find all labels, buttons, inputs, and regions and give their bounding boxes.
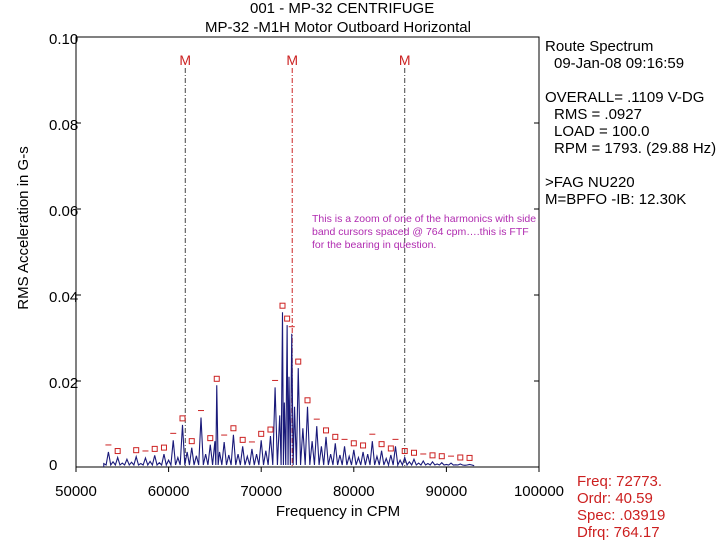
y-tick-label: 0.02 bbox=[49, 375, 78, 392]
x-tick-label: 50000 bbox=[55, 483, 97, 500]
y-tick-label: 0 bbox=[49, 457, 57, 474]
peak-marker bbox=[279, 302, 286, 309]
readout-dfrq: Dfrq: 764.17 bbox=[577, 524, 660, 541]
readout-spec: Spec: .03919 bbox=[577, 507, 666, 524]
peak-marker bbox=[239, 436, 246, 443]
x-axis-label: Frequency in CPM bbox=[276, 503, 400, 520]
plot-frame bbox=[75, 36, 540, 468]
annotation-note: This is a zoom of one of the harmonics w… bbox=[312, 213, 537, 251]
peak-marker bbox=[295, 358, 302, 365]
readout-freq: Freq: 72773. bbox=[577, 473, 663, 490]
peak-marker bbox=[114, 448, 121, 455]
peak-marker bbox=[207, 435, 214, 442]
info-date: 09-Jan-08 09:16:59 bbox=[554, 55, 685, 72]
peak-marker bbox=[438, 453, 445, 460]
info-rms: RMS = .0927 bbox=[554, 106, 642, 123]
info-rpm: RPM = 1793. (29.88 Hz) bbox=[554, 140, 717, 157]
x-tick-label: 100000 bbox=[514, 483, 564, 500]
peak-marker bbox=[378, 441, 385, 448]
info-fault-frequency: M=BPFO -IB: 12.30K bbox=[545, 191, 687, 208]
cursor-label: M bbox=[179, 52, 191, 68]
y-tick-label: 0.06 bbox=[49, 203, 78, 220]
y-tick-label: 0.10 bbox=[49, 31, 78, 48]
cursor-readout: Freq: 72773. Ordr: 40.59 Spec: .03919 Df… bbox=[577, 473, 665, 541]
peak-marker bbox=[230, 425, 237, 432]
info-fault-name: >FAG NU220 bbox=[545, 174, 635, 191]
cursor-label: M bbox=[399, 52, 411, 68]
y-tick-label: 0.08 bbox=[49, 117, 78, 134]
chart-title-line1: 001 - MP-32 CENTRIFUGE bbox=[250, 0, 435, 17]
y-tick-label: 0.04 bbox=[49, 289, 78, 306]
peak-marker bbox=[466, 454, 473, 461]
peak-marker bbox=[258, 430, 265, 437]
x-tick-label: 90000 bbox=[426, 483, 468, 500]
cursor-label: M bbox=[286, 52, 298, 68]
peak-marker bbox=[387, 445, 394, 452]
peak-marker bbox=[160, 444, 167, 451]
readout-order: Ordr: 40.59 bbox=[577, 490, 653, 507]
info-load: LOAD = 100.0 bbox=[554, 123, 650, 140]
peak-marker bbox=[429, 452, 436, 459]
x-tick-label: 70000 bbox=[240, 483, 282, 500]
spectrum-trace bbox=[103, 312, 475, 468]
peak-marker bbox=[213, 375, 220, 382]
peak-marker bbox=[410, 449, 417, 456]
peak-marker bbox=[350, 440, 357, 447]
info-panel: Route Spectrum 09-Jan-08 09:16:59 OVERAL… bbox=[545, 38, 720, 208]
info-overall: OVERALL= .1109 V-DG bbox=[545, 89, 705, 106]
peak-marker bbox=[284, 315, 291, 322]
peak-marker bbox=[323, 427, 330, 434]
peak-marker bbox=[360, 442, 367, 449]
x-tick-label: 80000 bbox=[333, 483, 375, 500]
y-axis-label: RMS Acceleration in G-s bbox=[15, 146, 32, 309]
peak-marker bbox=[151, 445, 158, 452]
peak-marker bbox=[457, 454, 464, 461]
peak-marker bbox=[188, 438, 195, 445]
peak-marker bbox=[401, 448, 408, 455]
peak-marker bbox=[133, 447, 140, 454]
peak-marker bbox=[179, 415, 186, 422]
chart-title-line2: MP-32 -M1H Motor Outboard Horizontal bbox=[205, 19, 471, 36]
info-heading: Route Spectrum bbox=[545, 38, 654, 55]
peak-marker bbox=[304, 397, 311, 404]
x-tick-label: 60000 bbox=[148, 483, 190, 500]
peak-marker bbox=[332, 433, 339, 440]
peak-marker bbox=[267, 426, 274, 433]
